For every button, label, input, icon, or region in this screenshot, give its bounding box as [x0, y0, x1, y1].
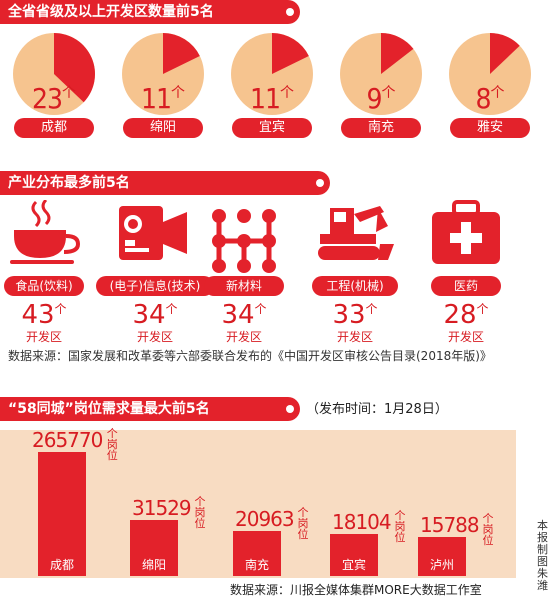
industry-count-unit: 个 [476, 302, 489, 316]
bar-chart [38, 452, 466, 576]
pie-slice [272, 33, 309, 74]
pie-chart [340, 33, 422, 115]
section1-title: 全省省级及以上开发区数量前5名 [0, 0, 300, 24]
bar-category-label: 泸州 [429, 558, 454, 572]
pie-slice [381, 33, 414, 74]
pie-chart [122, 33, 204, 115]
pie-item: 11个 [121, 32, 205, 120]
pie-value: 8个 [448, 82, 532, 115]
bar-category-label: 绵阳 [141, 558, 166, 572]
pie-value-unit: 个 [381, 85, 396, 101]
pie-value-unit: 个 [62, 85, 77, 101]
industry-unit: 开发区 [136, 330, 173, 344]
pie-category-label: 南充 [341, 118, 421, 138]
pie-value: 23个 [12, 82, 96, 115]
pie-value-unit: 个 [280, 85, 295, 101]
bar-chart-panel [0, 430, 516, 578]
bar-value-label: 15788 [420, 513, 480, 537]
pie-value-unit: 个 [171, 85, 186, 101]
pie-value: 11个 [230, 82, 314, 115]
pie-value-number: 23 [31, 82, 63, 115]
pie-category-label: 绵阳 [123, 118, 203, 138]
bar-value-unit: 个岗位 [482, 512, 494, 547]
pie-item: 11个 [230, 32, 314, 120]
pie-value-number: 8 [475, 82, 491, 115]
pie-chart [449, 33, 531, 115]
industry-unit: 开发区 [225, 330, 262, 344]
pie-chart [231, 33, 313, 115]
industry-count-number: 28 [443, 300, 477, 330]
industry-count-number: 33 [332, 300, 366, 330]
bar-value-label: 265770 [32, 428, 103, 452]
bar-value-label: 20963 [235, 507, 295, 531]
coffee-cup-icon [0, 200, 92, 266]
bar [330, 534, 378, 576]
pie-value: 11个 [121, 82, 205, 115]
pie-slice [490, 33, 520, 74]
camera-icon [107, 200, 203, 266]
section3-title: “58同城”岗位需求量最大前5名 [0, 397, 300, 421]
industry-label: 食品(饮料) [4, 276, 84, 296]
pie-category-label: 成都 [14, 118, 94, 138]
industry-label: 工程(机械) [312, 276, 398, 296]
bar-value-unit: 个岗位 [297, 506, 309, 541]
pie-value-number: 11 [140, 82, 172, 115]
pie-value-number: 11 [249, 82, 281, 115]
source-note-2: 数据来源：川报全媒体集群MORE大数据工作室 [230, 583, 482, 597]
molecule-icon [196, 206, 292, 276]
bar [233, 531, 281, 576]
bar-category-label: 宜宾 [341, 558, 366, 572]
bar-category-label: 南充 [244, 558, 269, 572]
pie-category-label: 雅安 [450, 118, 530, 138]
bar-value-unit: 个岗位 [106, 427, 118, 462]
bar-value-unit: 个岗位 [394, 509, 406, 544]
industry-count: 33个 [315, 300, 395, 330]
pie-category-label: 宜宾 [232, 118, 312, 138]
industry-unit: 开发区 [447, 330, 484, 344]
bar [418, 537, 466, 576]
bar [130, 520, 178, 576]
pie-value-number: 9 [366, 82, 382, 115]
industry-label: (电子)信息(技术) [96, 276, 214, 296]
credit: 本报制图朱潍 [537, 519, 548, 592]
pie-item: 23个 [12, 32, 96, 120]
industry-count-unit: 个 [254, 302, 267, 316]
pie-value-unit: 个 [490, 85, 505, 101]
industry-count: 28个 [426, 300, 506, 330]
source-note-1: 数据来源：国家发展和改革委等六部委联合发布的《中国开发区审核公告目录(2018年… [8, 349, 492, 363]
industry-count-unit: 个 [54, 302, 67, 316]
bar-value-unit: 个岗位 [194, 495, 206, 530]
publish-time: （发布时间：1月28日） [306, 402, 448, 417]
industry-count: 43个 [4, 300, 84, 330]
pie-item: 8个 [448, 32, 532, 120]
pie-chart [13, 33, 95, 115]
first-aid-kit-icon [418, 200, 514, 266]
pie-item: 9个 [339, 32, 423, 120]
industry-unit: 开发区 [336, 330, 373, 344]
bar-category-label: 成都 [49, 558, 74, 572]
excavator-icon [307, 200, 403, 266]
industry-count-unit: 个 [165, 302, 178, 316]
industry-count-unit: 个 [365, 302, 378, 316]
industry-count-number: 43 [21, 300, 55, 330]
industry-label: 医药 [431, 276, 501, 296]
pie-value: 9个 [339, 82, 423, 115]
bar-value-label: 18104 [332, 510, 392, 534]
pie-slice [54, 33, 95, 103]
industry-count-number: 34 [221, 300, 255, 330]
industry-label: 新材料 [204, 276, 284, 296]
industry-count: 34个 [115, 300, 195, 330]
industry-count: 34个 [204, 300, 284, 330]
industry-count-number: 34 [132, 300, 166, 330]
section2-title: 产业分布最多前5名 [0, 171, 330, 195]
pie-slice [163, 33, 200, 74]
bar [38, 452, 86, 576]
industry-unit: 开发区 [25, 330, 62, 344]
bar-value-label: 31529 [132, 496, 192, 520]
